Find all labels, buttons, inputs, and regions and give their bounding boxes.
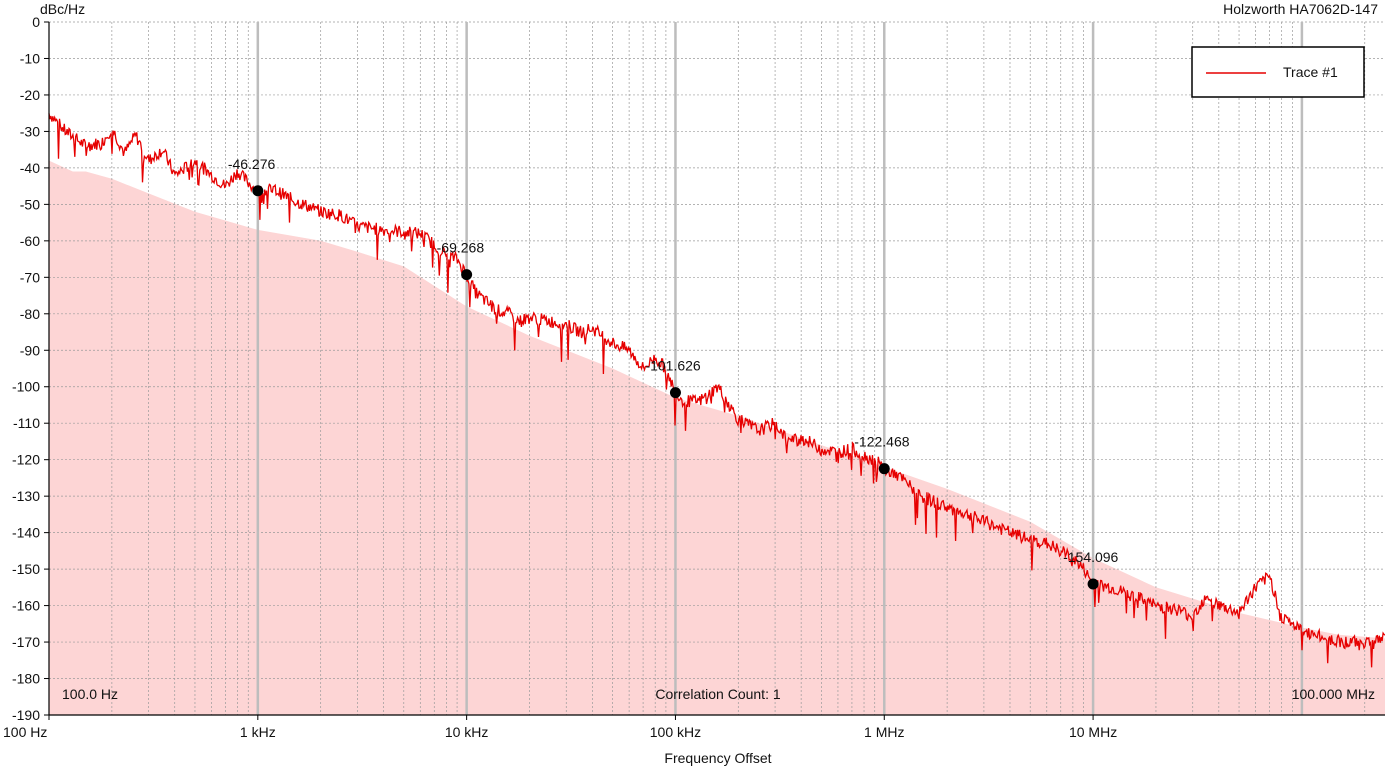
marker-point: [461, 269, 473, 281]
y-tick-label: -130: [12, 488, 40, 504]
marker-label: -46.276: [228, 156, 276, 172]
y-tick-label: -60: [20, 233, 40, 249]
y-tick-label: 0: [32, 14, 40, 30]
y-tick-label: -80: [20, 306, 40, 322]
stop-frequency-label: 100.000 MHz: [1292, 686, 1375, 702]
marker-label: -154.096: [1063, 549, 1118, 565]
x-tick-label: 100 Hz: [3, 724, 47, 740]
x-tick-label: 100 kHz: [650, 724, 701, 740]
y-tick-label: -190: [12, 707, 40, 723]
y-tick-label: -140: [12, 525, 40, 541]
y-tick-label: -120: [12, 452, 40, 468]
x-tick-label: 1 MHz: [864, 724, 904, 740]
grid: [49, 21, 1385, 716]
marker-point: [669, 387, 681, 399]
y-axis-title: dBc/Hz: [40, 1, 85, 17]
start-frequency-label: 100.0 Hz: [62, 686, 118, 702]
marker-label: -69.268: [437, 240, 485, 256]
y-tick-label: -20: [20, 87, 40, 103]
y-tick-label: -90: [20, 342, 40, 358]
axes: 0 -10 -20 -30 -40 -50 -60 -70 -80 -90 -100 -110 -120…: [3, 14, 1385, 740]
marker-point: [252, 185, 264, 197]
y-tick-label: -110: [13, 415, 40, 431]
marker-point: [878, 463, 890, 475]
marker-label: -101.626: [645, 358, 700, 374]
marker-label: -122.468: [854, 434, 909, 450]
x-tick-label: 1 kHz: [240, 724, 276, 740]
y-tick-label: -70: [20, 269, 40, 285]
legend-label: Trace #1: [1283, 64, 1338, 80]
y-tick-label: -150: [12, 561, 40, 577]
y-tick-label: -160: [12, 598, 40, 614]
x-tick-label: 10 kHz: [445, 724, 489, 740]
noise-floor-area: [49, 160, 1385, 716]
x-tick-label: 10 MHz: [1069, 724, 1117, 740]
y-tick-label: -170: [12, 634, 40, 650]
markers: -46.276 -69.268 -101.626 -122.468 -154.096: [228, 156, 1119, 590]
y-tick-label: -180: [12, 671, 40, 687]
y-tick-label: -30: [20, 123, 40, 139]
x-axis-title: Frequency Offset: [664, 750, 771, 766]
y-tick-label: -40: [20, 160, 40, 176]
y-tick-label: -100: [12, 379, 40, 395]
instrument-title: Holzworth HA7062D-147: [1223, 1, 1378, 17]
marker-point: [1087, 578, 1099, 590]
noise-floor-fill: [49, 160, 1385, 716]
trace-series: [48, 113, 1385, 668]
legend: Trace #1: [1191, 46, 1365, 98]
trace-line: [48, 113, 1385, 668]
correlation-count: Correlation Count: 1: [655, 686, 781, 702]
y-tick-label: -10: [20, 50, 40, 66]
legend-box: [1191, 46, 1365, 98]
y-tick-label: -50: [20, 196, 40, 212]
